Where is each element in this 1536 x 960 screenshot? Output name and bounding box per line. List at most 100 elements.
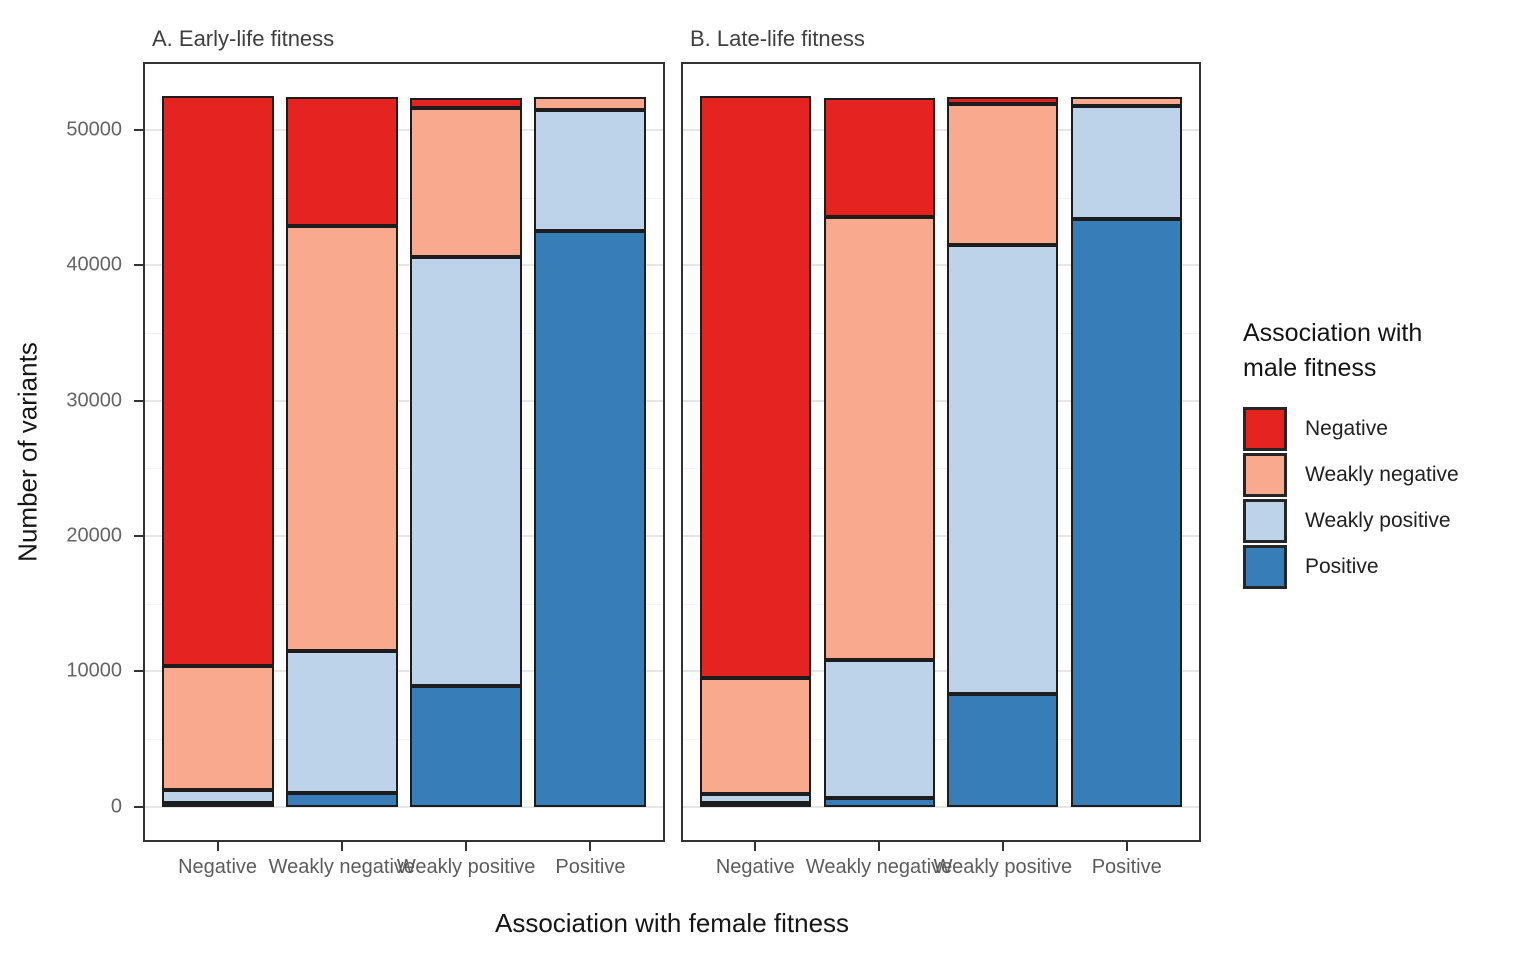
bar-segment-negative bbox=[824, 97, 935, 217]
gridline-minor bbox=[683, 332, 1199, 334]
y-tick-label: 30000 bbox=[66, 389, 122, 412]
legend-title-line-2: male fitness bbox=[1243, 353, 1377, 382]
bar-segment-negative bbox=[162, 96, 274, 666]
gridline-minor bbox=[145, 738, 663, 740]
gridline-major bbox=[683, 264, 1199, 267]
bar-segment-positive bbox=[286, 793, 398, 807]
legend-item: Weakly negative bbox=[1243, 453, 1459, 497]
x-tick-label: Weakly negative bbox=[805, 856, 953, 878]
y-tick-mark bbox=[134, 264, 143, 267]
bar-segment-negative bbox=[410, 97, 522, 109]
gridline-minor bbox=[683, 468, 1199, 470]
legend-item-label: Negative bbox=[1305, 417, 1388, 440]
bar-segment-weakly-negative bbox=[947, 104, 1058, 245]
legend-item-label: Weakly negative bbox=[1305, 463, 1459, 486]
bar-early-negative bbox=[162, 96, 274, 807]
bar-segment-weakly-negative bbox=[162, 665, 274, 791]
gridline-major bbox=[683, 534, 1199, 537]
panel-late-life bbox=[681, 62, 1201, 842]
legend-item: Positive bbox=[1243, 545, 1459, 589]
bar-segment-weakly-positive bbox=[1071, 105, 1182, 220]
y-tick-mark bbox=[134, 670, 143, 673]
bar-early-weakly-negative bbox=[286, 97, 398, 807]
x-tick-label: Positive bbox=[1091, 856, 1162, 878]
gridline-major bbox=[683, 128, 1199, 131]
gridline-major bbox=[683, 805, 1199, 808]
bar-segment-weakly-negative bbox=[410, 108, 522, 258]
bar-segment-positive bbox=[947, 694, 1058, 807]
bar-late-negative bbox=[700, 96, 811, 807]
x-tick-mark bbox=[878, 842, 881, 851]
gridline-major bbox=[145, 128, 663, 131]
bar-segment-weakly-positive bbox=[410, 257, 522, 687]
bar-segment-negative bbox=[286, 97, 398, 227]
x-tick-label: Weakly positive bbox=[396, 856, 536, 878]
bar-segment-weakly-positive bbox=[286, 650, 398, 794]
legend: Association with male fitness Negative We… bbox=[1243, 316, 1459, 589]
gridline-minor bbox=[145, 332, 663, 334]
x-tick-mark bbox=[465, 842, 468, 851]
x-tick-label: Negative bbox=[178, 856, 258, 878]
bar-segment-negative bbox=[700, 96, 811, 679]
bar-segment-weakly-negative bbox=[824, 216, 935, 661]
legend-item: Weakly positive bbox=[1243, 499, 1459, 543]
bar-late-positive bbox=[1071, 97, 1182, 807]
legend-swatch-weakly-positive bbox=[1243, 499, 1287, 543]
gridline-major bbox=[145, 805, 663, 808]
x-tick-mark bbox=[589, 842, 592, 851]
bar-segment-weakly-positive bbox=[700, 794, 811, 803]
bar-segment-positive bbox=[162, 802, 274, 807]
y-tick-label: 50000 bbox=[66, 118, 122, 141]
panel-title-early-life: A. Early-life fitness bbox=[152, 26, 335, 51]
bar-early-weakly-positive bbox=[410, 97, 522, 807]
y-tick-mark bbox=[134, 128, 143, 131]
x-axis-title: Association with female fitness bbox=[494, 908, 850, 938]
x-tick-label: Positive bbox=[555, 856, 626, 878]
bar-early-positive bbox=[534, 97, 646, 807]
gridline-major bbox=[145, 264, 663, 267]
bar-segment-weakly-negative bbox=[286, 226, 398, 651]
bar-segment-positive bbox=[410, 686, 522, 807]
gridline-minor bbox=[145, 468, 663, 470]
legend-swatch-positive bbox=[1243, 545, 1287, 589]
gridline-major bbox=[145, 399, 663, 402]
bar-segment-positive bbox=[700, 802, 811, 807]
legend-title: Association with male fitness bbox=[1243, 316, 1459, 385]
x-tick-mark bbox=[340, 842, 343, 851]
y-tick-mark bbox=[134, 399, 143, 402]
x-tick-label: Negative bbox=[715, 856, 795, 878]
bar-segment-weakly-positive bbox=[947, 244, 1058, 695]
y-tick-label: 40000 bbox=[66, 253, 122, 276]
x-tick-label: Weakly negative bbox=[268, 856, 416, 878]
y-tick-mark bbox=[134, 534, 143, 537]
gridline-major bbox=[145, 534, 663, 537]
legend-title-line-1: Association with bbox=[1243, 319, 1423, 347]
bar-segment-weakly-positive bbox=[824, 660, 935, 799]
bar-late-weakly-negative bbox=[824, 97, 935, 807]
legend-item-label: Weakly positive bbox=[1305, 509, 1451, 532]
legend-swatch-negative bbox=[1243, 407, 1287, 451]
gridline-major bbox=[683, 399, 1199, 402]
y-tick-label: 10000 bbox=[66, 659, 122, 682]
x-tick-mark bbox=[216, 842, 219, 851]
bar-segment-weakly-negative bbox=[1071, 97, 1182, 106]
legend-items: Negative Weakly negative Weakly positive Po… bbox=[1243, 407, 1459, 589]
y-tick-mark bbox=[134, 805, 143, 808]
gridline-minor bbox=[683, 197, 1199, 199]
gridline-minor bbox=[683, 738, 1199, 740]
gridline-major bbox=[145, 670, 663, 673]
legend-item-label: Positive bbox=[1305, 555, 1379, 578]
x-tick-mark bbox=[1001, 842, 1004, 851]
bar-segment-positive bbox=[534, 231, 646, 807]
bar-segment-negative bbox=[947, 97, 1058, 105]
bar-late-weakly-positive bbox=[947, 97, 1058, 807]
bar-segment-weakly-positive bbox=[162, 790, 274, 803]
bar-segment-weakly-positive bbox=[534, 109, 646, 232]
y-tick-label: 20000 bbox=[66, 524, 122, 547]
gridline-minor bbox=[145, 603, 663, 605]
gridline-minor bbox=[145, 197, 663, 199]
bar-segment-weakly-negative bbox=[534, 97, 646, 110]
y-tick-label: 0 bbox=[110, 795, 122, 818]
x-tick-mark bbox=[754, 842, 757, 851]
panel-title-late-life: B. Late-life fitness bbox=[690, 26, 865, 51]
